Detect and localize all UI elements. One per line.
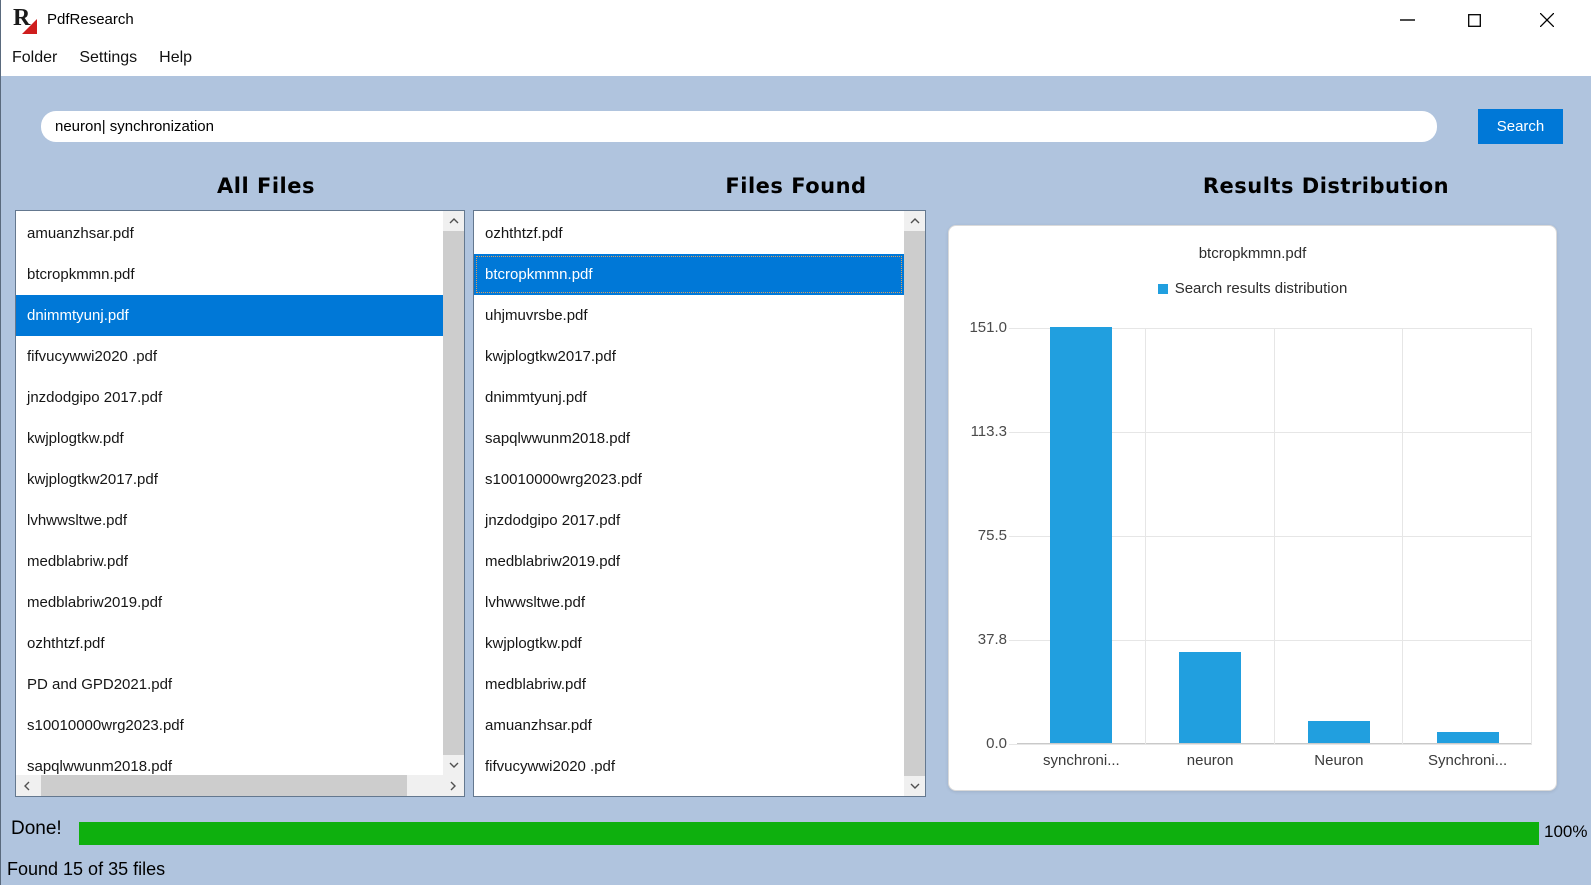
bar-Synchroni... [1436,732,1499,743]
scrollbar-thumb[interactable] [904,231,925,776]
files-found-header: Files Found [725,174,867,198]
file-item[interactable]: btcropkmmn.pdf [27,266,135,283]
y-axis-tick-label: 37.8 [977,631,1007,648]
file-item[interactable]: uhjmuvrsbe.pdf [485,307,588,324]
file-item[interactable]: btcropkmmn.pdf [474,254,904,295]
progress-fill [79,822,1539,845]
maximize-button[interactable] [1451,0,1497,40]
gridline [1009,536,1532,537]
file-item[interactable]: medblabriw.pdf [485,676,586,693]
chart-plot-area: synchroni... neuron Neuron Synchroni... [1009,327,1532,769]
app-logo-triangle [22,19,37,34]
all-files-items: amuanzhsar.pdf btcropkmmn.pdf dnimmtyunj.p… [16,213,443,796]
file-item[interactable]: ozhthtzf.pdf [27,635,105,652]
file-item[interactable]: kwjplogtkw.pdf [27,430,124,447]
status-bar-text: Found 15 of 35 files [7,859,166,879]
gridline [1009,744,1532,745]
close-button[interactable] [1524,0,1570,40]
file-item[interactable]: s10010000wrg2023.pdf [27,717,184,734]
chart-legend: Search results distribution [949,280,1556,297]
window-title: PdfResearch [47,11,134,28]
file-item[interactable]: kwjplogtkw2017.pdf [485,348,616,365]
files-found-list: ozhthtzf.pdf btcropkmmn.pdf uhjmuvrsbe.pdf… [473,210,926,797]
scroll-down-arrow-icon[interactable] [904,776,925,796]
legend-label: Search results distribution [1174,280,1348,297]
file-item[interactable]: amuanzhsar.pdf [485,717,592,734]
app-logo-icon: R [13,5,41,35]
scrollbar-thumb[interactable] [443,231,464,755]
scroll-down-arrow-icon[interactable] [443,755,464,775]
minimize-icon [1399,19,1415,21]
progress-percent: 100% [1544,822,1588,841]
title-bar: R PdfResearch [1,0,1591,40]
file-item[interactable]: kwjplogtkw.pdf [485,635,582,652]
chart-title: btcropkmmn.pdf [1198,245,1307,262]
file-item[interactable]: medblabriw2019.pdf [485,553,621,570]
progress-bar [79,822,1539,845]
files-found-vertical-scrollbar[interactable] [904,211,925,796]
column-headers: All Files Files Found Results Distributi… [1,174,1591,204]
gridline [1402,328,1404,744]
legend-swatch-icon [1157,283,1168,294]
file-item[interactable]: sapqlwwunm2018.pdf [27,758,173,775]
close-icon [1540,13,1554,27]
x-axis-category-label: Synchroni... [1428,752,1508,769]
x-axis-category-label: Neuron [1314,752,1364,769]
menu-item-settings[interactable]: Settings [79,49,138,66]
file-item[interactable]: medblabriw.pdf [27,553,128,570]
file-item[interactable]: ozhthtzf.pdf [485,225,563,242]
maximize-icon [1467,13,1481,27]
file-item[interactable]: lvhwwsltwe.pdf [27,512,128,529]
all-files-header: All Files [217,174,315,198]
file-item[interactable]: medblabriw2019.pdf [27,594,163,611]
scrollbar-thumb[interactable] [41,775,407,796]
scroll-up-arrow-icon[interactable] [904,211,925,231]
menu-item-folder[interactable]: Folder [12,49,58,66]
gridline [1009,432,1532,433]
file-item[interactable]: dnimmtyunj.pdf [16,295,443,336]
file-item[interactable]: fifvucywwi2020 .pdf [485,758,616,775]
file-item[interactable]: sapqlwwunm2018.pdf [485,430,631,447]
bar-synchroni... [1050,327,1113,743]
gridline [1009,328,1532,329]
all-files-horizontal-scrollbar[interactable] [16,775,464,796]
scroll-right-arrow-icon[interactable] [442,775,464,796]
file-item[interactable]: s10010000wrg2023.pdf [485,471,642,488]
x-axis-category-label: neuron [1186,752,1234,769]
file-item[interactable]: PD and GPD2021.pdf [27,676,173,693]
file-item[interactable]: jnzdodgipo 2017.pdf [27,389,163,406]
search-input[interactable] [41,111,1437,142]
gridline [1144,328,1146,744]
menu-bar: Folder Settings Help [1,40,1591,76]
results-distribution-header: Results Distribution [1202,174,1450,198]
progress-label: Done! [11,818,62,839]
file-item[interactable]: jnzdodgipo 2017.pdf [485,512,621,529]
x-axis-line [1017,743,1532,744]
search-button[interactable]: Search [1478,109,1563,144]
all-files-list: amuanzhsar.pdf btcropkmmn.pdf dnimmtyunj.p… [15,210,465,797]
files-found-items: ozhthtzf.pdf btcropkmmn.pdf uhjmuvrsbe.pdf… [474,213,904,796]
menu-item-help[interactable]: Help [159,49,193,66]
file-item[interactable]: fifvucywwi2020 .pdf [27,348,158,365]
y-axis-tick-label: 0.0 [986,735,1007,752]
bar-Neuron [1307,721,1370,743]
all-files-vertical-scrollbar[interactable] [443,211,464,775]
minimize-button[interactable] [1384,0,1430,40]
y-axis-tick-label: 113.3 [970,423,1007,440]
scroll-up-arrow-icon[interactable] [443,211,464,231]
gridline [1009,640,1532,641]
y-axis-tick-label: 151.0 [969,319,1007,336]
x-axis-category-label: synchroni... [1043,752,1120,769]
scroll-left-arrow-icon[interactable] [16,775,38,796]
file-item[interactable]: lvhwwsltwe.pdf [485,594,586,611]
file-item[interactable]: kwjplogtkw2017.pdf [27,471,158,488]
gridline [1273,328,1275,744]
results-chart-card: btcropkmmn.pdf Search results distributi… [948,225,1557,791]
y-axis-tick-label: 75.5 [977,527,1007,544]
gridline [1531,328,1532,744]
file-item[interactable]: dnimmtyunj.pdf [485,389,587,406]
bar-neuron [1179,652,1242,743]
file-item[interactable]: amuanzhsar.pdf [27,225,134,242]
